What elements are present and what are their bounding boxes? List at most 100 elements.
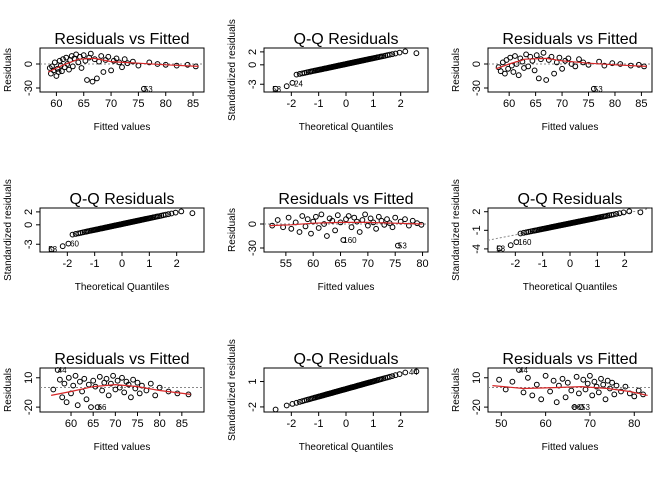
x-tick-label: -2	[286, 98, 296, 110]
data-point	[540, 49, 547, 56]
data-point	[105, 53, 112, 60]
data-point	[550, 377, 557, 384]
x-tick-label: 1	[370, 418, 376, 430]
data-point	[78, 65, 85, 71]
x-tick-label: 65	[334, 258, 346, 270]
data-point	[402, 216, 408, 223]
data-point	[631, 393, 638, 400]
chart-title: Residuals vs Fitted	[54, 31, 189, 48]
smoother-line	[47, 57, 199, 73]
data-point	[502, 70, 508, 77]
data-point	[324, 233, 330, 239]
chart-panel-2: Q-Q Residuals 53 24 -2 -1 0 1 2 -3 0 2 Theoretical …	[224, 0, 448, 160]
data-point	[531, 67, 538, 74]
data-point	[189, 210, 196, 217]
data-point	[395, 242, 401, 249]
chart-panel-3: Residuals vs Fitted 53 60 65 70 75 80 85 -30 0 Fit…	[448, 0, 672, 160]
data-point	[121, 56, 128, 63]
x-tick-label: 0	[343, 418, 349, 430]
data-point	[587, 372, 593, 379]
data-point	[134, 379, 141, 386]
y-axis-label: Residuals	[451, 368, 462, 412]
chart-svg: Residuals vs Fitted 160 53 55 60 65 70 75 80 -30 0…	[227, 191, 429, 293]
data-point	[613, 211, 620, 217]
data-point	[130, 376, 137, 383]
x-tick-label: 65	[87, 418, 99, 430]
data-point	[119, 64, 125, 71]
chart-panel-4: Q-Q Residuals 53 60 -2 -1 0 1 2 -3 0 2 Theoretical …	[0, 160, 224, 320]
data-points	[48, 208, 196, 253]
chart-panel-5: Residuals vs Fitted 160 53 55 60 65 70 75 80 -30 0…	[224, 160, 448, 320]
y-tick-label: 2	[471, 209, 483, 215]
data-point	[332, 227, 338, 234]
chart-title: Q-Q Residuals	[294, 31, 399, 48]
data-point	[525, 228, 532, 235]
x-tick-label: 75	[132, 98, 144, 110]
data-point	[389, 224, 396, 231]
chart-panel-6: Q-Q Residuals 53 160 -2 -1 0 1 2 -4 -1 2 Theoretica…	[448, 160, 672, 320]
x-tick-label: -2	[510, 258, 520, 270]
data-point	[547, 388, 553, 395]
y-axis-label: Standardized residuals	[451, 179, 462, 281]
x-tick-label: 80	[609, 98, 621, 110]
data-point	[418, 221, 425, 228]
y-tick-label: -30	[23, 80, 35, 96]
data-point	[556, 54, 563, 61]
data-point	[348, 224, 355, 231]
point-label: 44	[409, 368, 418, 377]
data-point	[602, 396, 609, 403]
x-tick-label: 1	[594, 258, 600, 270]
chart-panel-8: Q-Q Residuals 44 -2 -1 0 1 2 -2 1 Theoretical Qua…	[224, 320, 448, 480]
x-tick-label: 2	[622, 258, 628, 270]
data-point	[362, 211, 369, 218]
x-axis-label: Fitted values	[94, 442, 151, 453]
data-point	[168, 210, 175, 217]
data-point	[70, 382, 77, 389]
data-point	[559, 375, 566, 382]
data-point	[505, 65, 511, 72]
data-point	[496, 245, 503, 252]
data-point	[130, 58, 136, 65]
data-point	[533, 52, 540, 59]
x-axis-label: Fitted values	[542, 122, 599, 133]
data-point	[535, 75, 542, 82]
chart-title: Q-Q Residuals	[70, 191, 175, 208]
y-axis-label: Residuals	[3, 368, 14, 412]
x-tick-label: 60	[65, 418, 77, 430]
point-label: 24	[294, 80, 303, 89]
data-point	[580, 376, 587, 383]
data-point	[98, 53, 105, 59]
smoother-line	[50, 383, 191, 396]
data-point	[272, 85, 279, 92]
data-point	[517, 230, 524, 237]
data-point	[74, 402, 81, 409]
data-points	[496, 208, 644, 252]
y-tick-label: 0	[23, 222, 35, 228]
smoother-line	[492, 385, 648, 396]
y-tick-label: 0	[247, 62, 259, 68]
data-point	[375, 213, 382, 220]
x-tick-label: -2	[62, 258, 72, 270]
data-point	[613, 382, 620, 389]
data-point	[351, 214, 358, 221]
data-point	[601, 62, 608, 69]
data-point	[617, 61, 624, 67]
x-tick-label: 60	[307, 258, 319, 270]
chart-svg: Q-Q Residuals 53 60 -2 -1 0 1 2 -3 0 2 Theoretical …	[3, 179, 205, 293]
data-point	[610, 211, 617, 218]
point-label: 60	[70, 240, 79, 249]
data-points	[495, 49, 648, 92]
x-axis-label: Theoretical Quantiles	[299, 442, 394, 453]
x-tick-label: -1	[90, 258, 100, 270]
data-point	[340, 237, 347, 243]
chart-title: Residuals vs Fitted	[278, 191, 413, 208]
data-point	[72, 372, 79, 379]
data-point	[413, 50, 420, 57]
data-point	[165, 211, 172, 218]
data-point	[542, 372, 549, 379]
data-point	[147, 380, 154, 387]
data-point	[635, 61, 642, 68]
y-axis-label: Residuals	[451, 48, 462, 92]
x-tick-label: 75	[131, 418, 143, 430]
